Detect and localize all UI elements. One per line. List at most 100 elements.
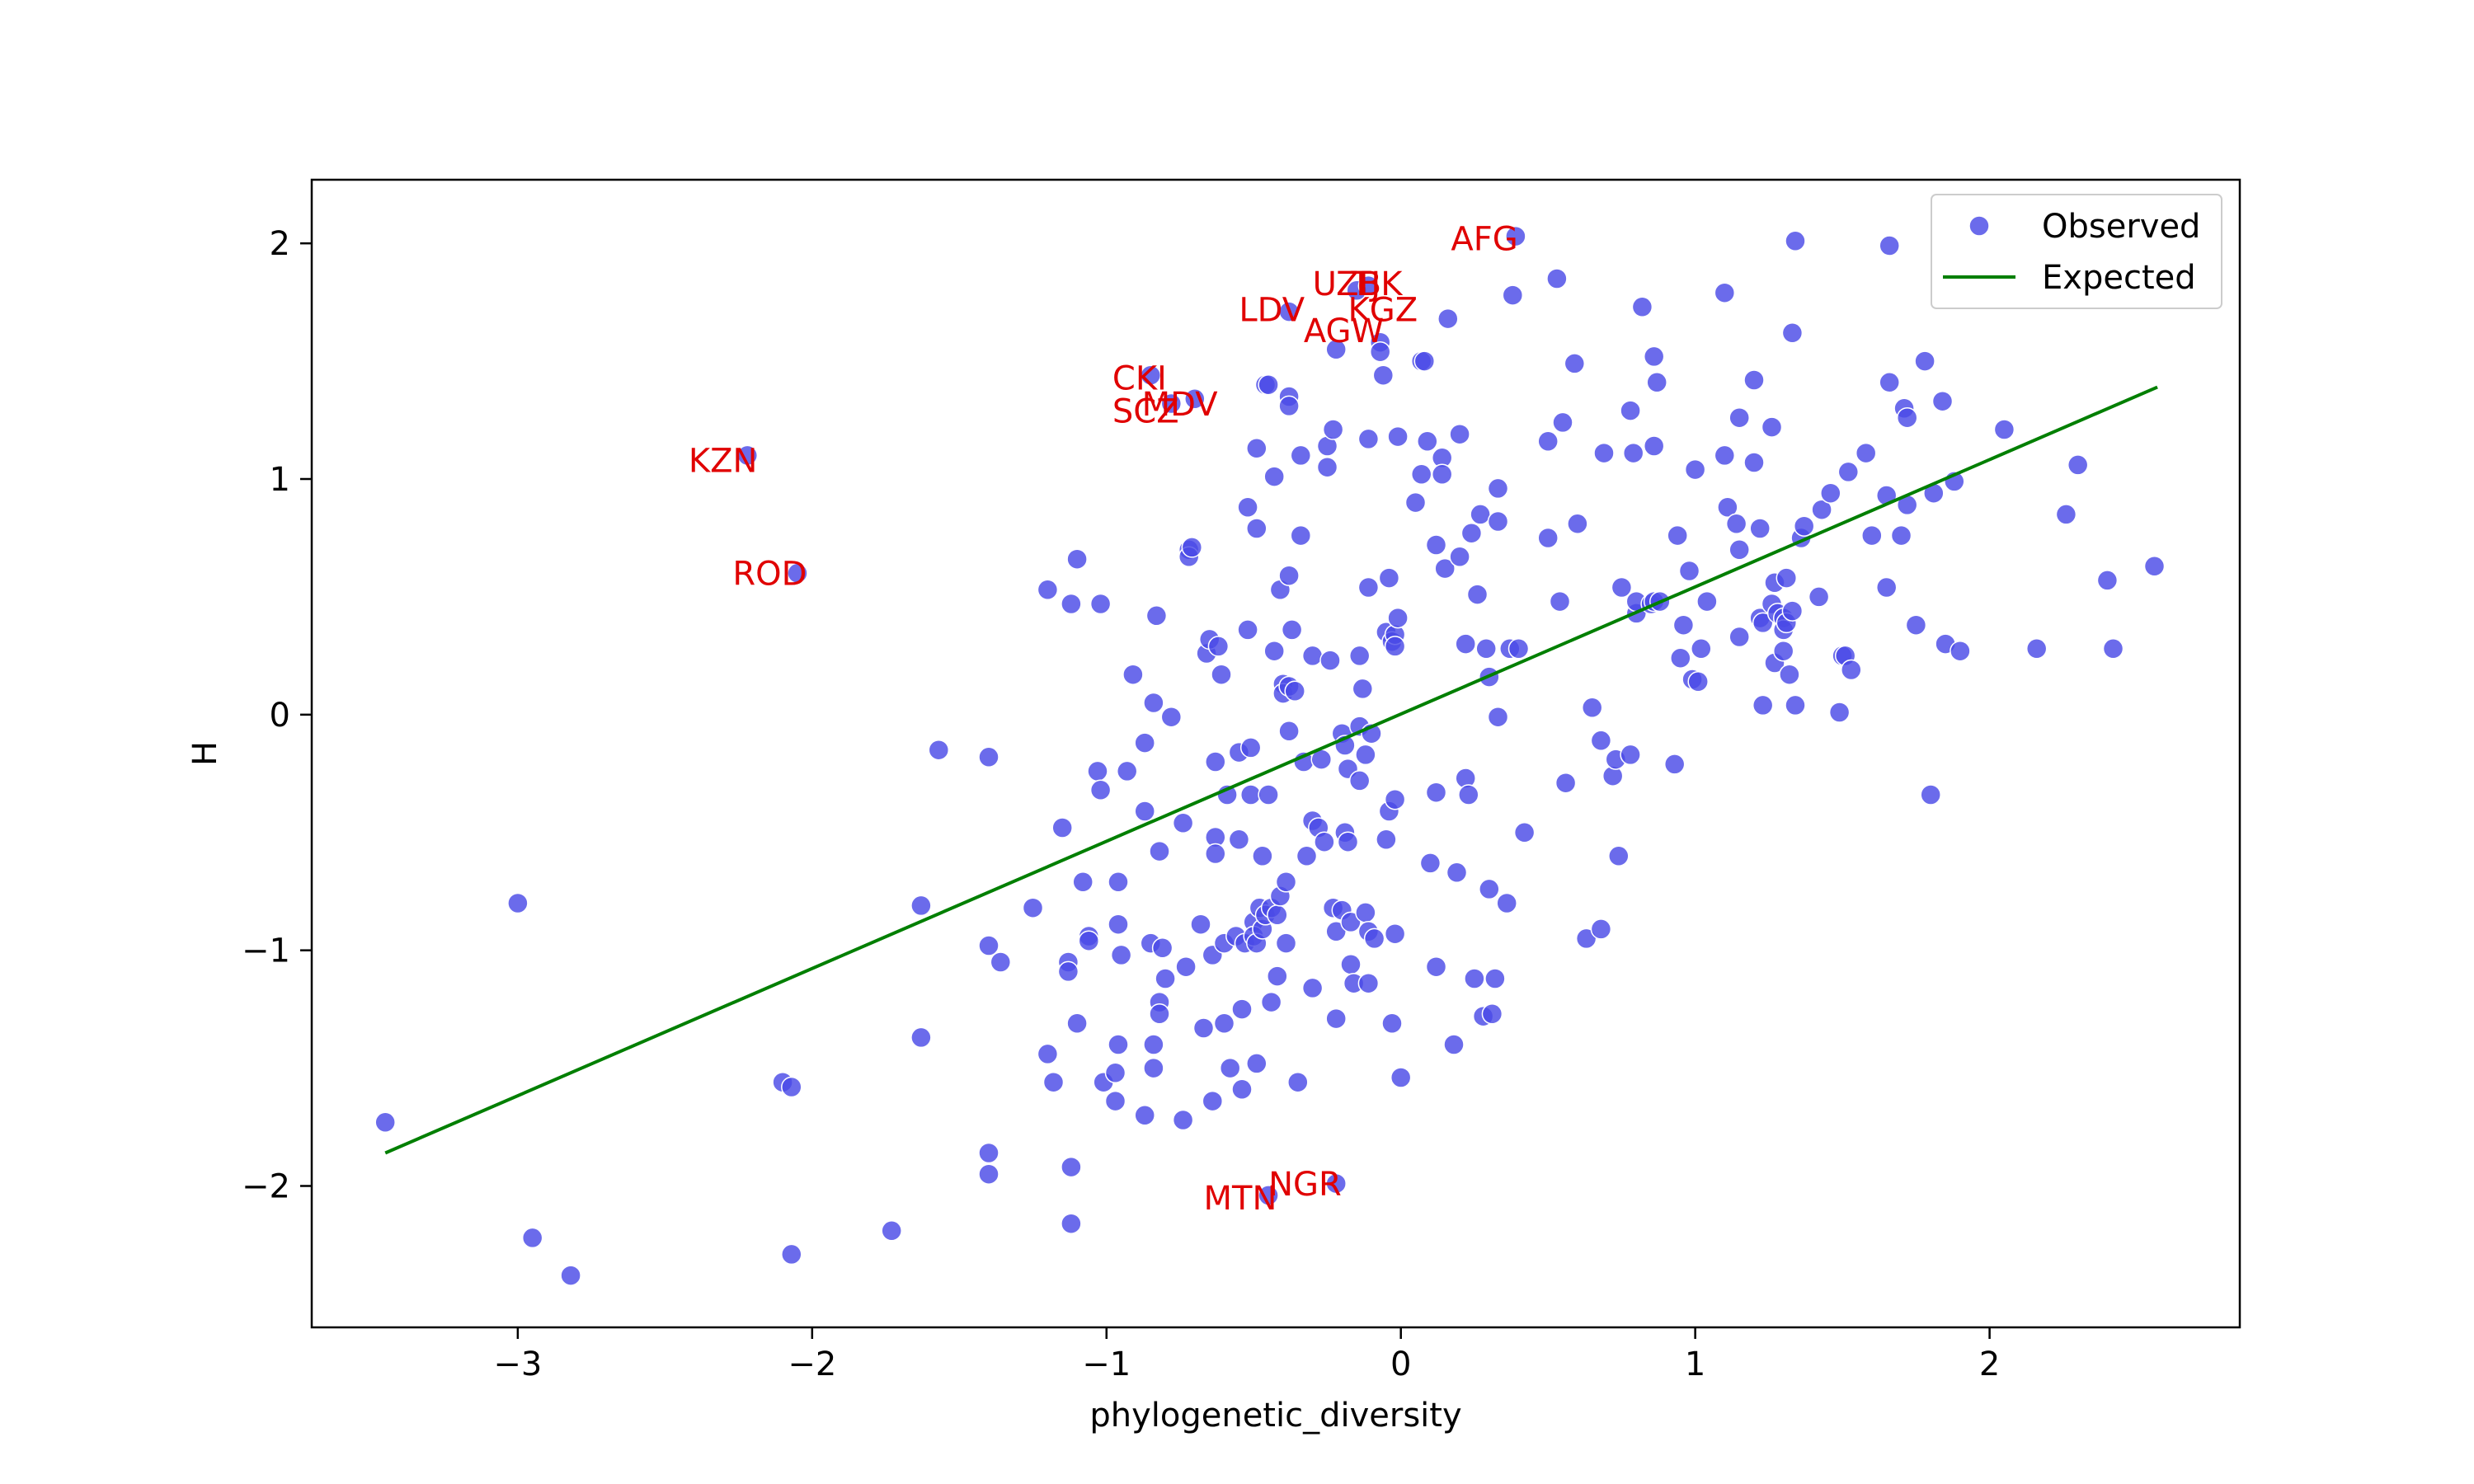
observed-point — [1263, 640, 1285, 662]
observed-point — [1325, 921, 1347, 942]
observed-point — [1404, 491, 1427, 514]
observed-point — [1376, 829, 1397, 851]
observed-point — [1143, 1057, 1164, 1079]
observed-point — [1896, 406, 1918, 429]
observed-point — [1481, 1003, 1503, 1025]
expected-line — [384, 385, 2158, 1155]
country-annotation: KGZ — [1348, 292, 1418, 330]
observed-point — [1340, 911, 1362, 933]
observed-point — [1567, 513, 1588, 535]
axes: −3 −2 −1 0 1 2 −2 −1 0 1 2 — [242, 225, 2000, 1383]
observed-point — [1110, 944, 1132, 966]
observed-point — [1089, 593, 1112, 615]
observed-point — [1684, 458, 1706, 481]
observed-point — [736, 444, 759, 467]
x-tick-label: 0 — [1390, 1345, 1411, 1383]
observed-point — [1772, 640, 1794, 662]
country-annotation: KZN — [689, 442, 758, 480]
observed-point — [1172, 812, 1194, 834]
observed-point — [1108, 913, 1129, 935]
x-tick-label: 2 — [1979, 1345, 2000, 1383]
observed-point — [1287, 1071, 1309, 1093]
observed-point — [2102, 638, 2124, 660]
observed-point — [1246, 438, 1268, 459]
observed-point — [1678, 560, 1700, 582]
observed-point — [1458, 784, 1479, 805]
observed-point — [1357, 972, 1380, 994]
observed-point — [1785, 230, 1806, 252]
y-axis-title: H — [186, 741, 224, 766]
observed-point — [1372, 364, 1395, 386]
observed-point — [1950, 640, 1971, 662]
observed-point — [1749, 518, 1771, 539]
observed-point — [1087, 760, 1108, 782]
observed-point — [507, 892, 529, 914]
observed-point — [1552, 411, 1573, 434]
observed-point — [781, 1243, 802, 1266]
observed-point — [1672, 614, 1695, 636]
observed-point — [1151, 937, 1174, 959]
observed-point — [1781, 600, 1804, 622]
observed-point — [1155, 968, 1176, 989]
observed-point — [1410, 463, 1432, 486]
observed-point — [1160, 392, 1183, 415]
observed-point — [1434, 557, 1456, 580]
observed-point — [1487, 510, 1509, 533]
observed-point — [1631, 296, 1653, 318]
observed-point — [1487, 706, 1509, 728]
observed-point — [1022, 897, 1044, 918]
observed-point — [1537, 430, 1559, 453]
observed-point — [1993, 419, 2015, 440]
observed-point — [1337, 831, 1359, 852]
observed-point — [1811, 499, 1832, 520]
observed-point — [1352, 678, 1374, 700]
observed-point — [1387, 607, 1409, 629]
observed-point — [1037, 579, 1059, 601]
observed-point — [2025, 638, 2048, 660]
observed-point — [1325, 1172, 1347, 1195]
observed-point — [1134, 801, 1155, 822]
country-annotation: AGW — [1304, 312, 1384, 350]
observed-point — [1785, 694, 1806, 716]
observed-point — [1037, 1043, 1059, 1065]
observed-point — [1384, 923, 1406, 945]
observed-point — [1078, 930, 1100, 951]
observed-point — [1443, 1034, 1465, 1055]
observed-point — [1390, 1067, 1412, 1088]
observed-point — [1431, 463, 1453, 486]
observed-point — [1608, 845, 1630, 867]
observed-point — [1581, 697, 1603, 719]
observed-point — [1122, 664, 1144, 685]
observed-point — [1108, 1034, 1129, 1055]
legend: Observed Expected — [1931, 194, 2222, 309]
legend-observed-marker — [1968, 215, 1990, 237]
observed-point — [1258, 1185, 1279, 1206]
observed-point — [1502, 284, 1524, 306]
observed-point — [1507, 638, 1530, 660]
observed-point — [1479, 878, 1500, 900]
x-tick-label: −1 — [1082, 1345, 1131, 1383]
observed-point — [1278, 721, 1300, 742]
observed-point — [1384, 636, 1406, 657]
observed-point — [1278, 301, 1300, 322]
observed-point — [2055, 504, 2077, 525]
observed-point — [1260, 991, 1282, 1013]
observed-point — [881, 1220, 902, 1242]
observed-point — [1275, 932, 1297, 954]
observed-point — [1455, 633, 1476, 655]
observed-point — [1231, 1078, 1253, 1101]
observed-point — [1061, 593, 1082, 615]
observed-point — [1348, 770, 1371, 791]
observed-point — [1263, 466, 1285, 487]
observed-point — [1590, 918, 1612, 940]
observed-point — [1620, 400, 1641, 421]
observed-point — [1752, 694, 1774, 716]
observed-point — [1861, 524, 1883, 547]
observed-point — [1646, 372, 1667, 393]
observed-point — [1484, 968, 1506, 989]
observed-point — [978, 1163, 999, 1185]
observed-point — [1449, 423, 1470, 445]
observed-point — [1267, 965, 1288, 987]
